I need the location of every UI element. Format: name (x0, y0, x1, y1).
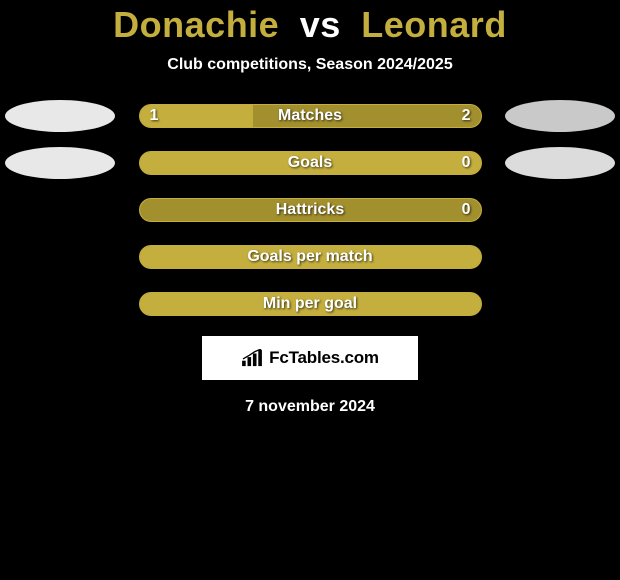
subtitle: Club competitions, Season 2024/2025 (167, 56, 452, 74)
stat-value-right: 0 (462, 154, 471, 172)
player1-name: Donachie (113, 4, 279, 45)
stats-area: 1 Matches 2 Goals 0 Hattricks 0 (0, 104, 620, 316)
stat-label: Min per goal (263, 295, 357, 313)
stat-row-goals-per-match: Goals per match (0, 245, 620, 269)
stat-bar: 1 Matches 2 (139, 104, 482, 128)
page-title: Donachie vs Leonard (113, 4, 507, 46)
player2-name: Leonard (361, 4, 507, 45)
logo-box: FcTables.com (202, 336, 418, 380)
team-badge-left-1 (5, 100, 115, 132)
stat-bar: Min per goal (139, 292, 482, 316)
stat-label: Goals per match (247, 248, 372, 266)
stat-bar: Goals per match (139, 245, 482, 269)
stat-row-min-per-goal: Min per goal (0, 292, 620, 316)
stat-label: Hattricks (276, 201, 344, 219)
stat-value-right: 0 (462, 201, 471, 219)
stat-bar: Goals 0 (139, 151, 482, 175)
stat-value-left: 1 (150, 107, 159, 125)
logo-text: FcTables.com (269, 348, 379, 368)
stat-label: Matches (278, 107, 342, 125)
team-badge-left-2 (5, 147, 115, 179)
stat-row-hattricks: Hattricks 0 (0, 198, 620, 222)
team-badge-right-2 (505, 147, 615, 179)
stat-label: Goals (288, 154, 332, 172)
stat-value-right: 2 (462, 107, 471, 125)
stat-row-matches: 1 Matches 2 (0, 104, 620, 128)
vs-text: vs (300, 4, 341, 45)
stat-bar: Hattricks 0 (139, 198, 482, 222)
chart-icon (241, 349, 263, 367)
comparison-container: Donachie vs Leonard Club competitions, S… (0, 0, 620, 416)
team-badge-right-1 (505, 100, 615, 132)
date-text: 7 november 2024 (245, 398, 375, 416)
stat-row-goals: Goals 0 (0, 151, 620, 175)
